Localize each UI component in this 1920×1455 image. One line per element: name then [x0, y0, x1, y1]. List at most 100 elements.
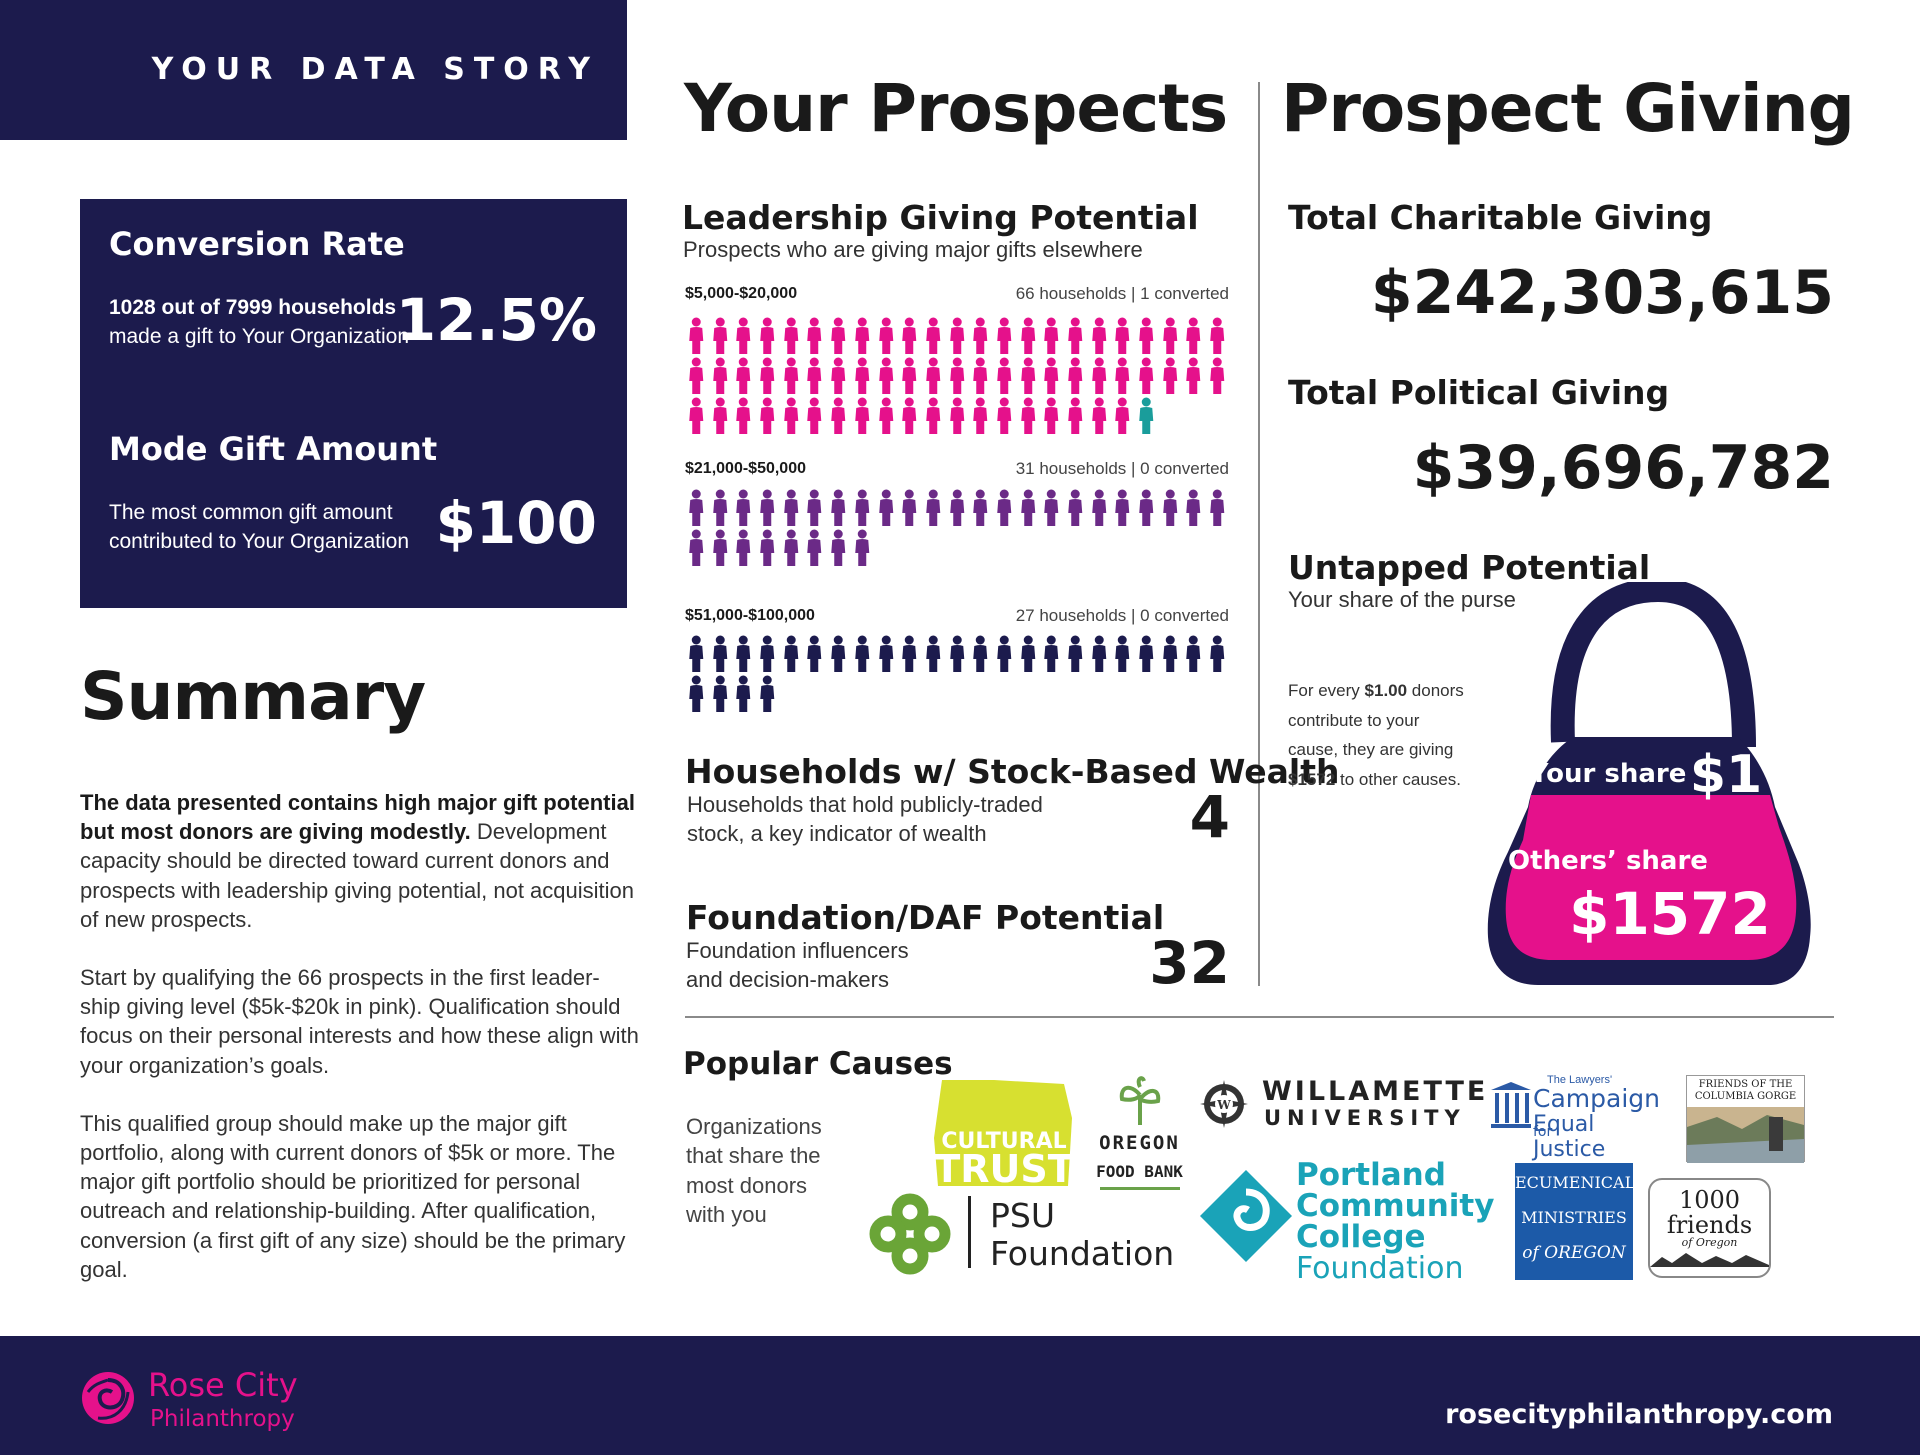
household-icon [1159, 317, 1182, 354]
household-icon [732, 675, 755, 712]
household-icon [1088, 489, 1111, 526]
household-icon [827, 529, 850, 566]
household-icon [1017, 635, 1040, 672]
household-icon [1064, 357, 1087, 394]
stock-value: 4 [1189, 783, 1230, 851]
your-share-label: Your share [1529, 759, 1687, 789]
your-share-value: $1 [1690, 745, 1762, 805]
charitable-title: Total Charitable Giving [1288, 198, 1713, 237]
columbia-line-1: FRIENDS OF THE [1698, 1079, 1793, 1090]
household-icon [1182, 357, 1205, 394]
ecumenical-ministries-logo: ECUMENICAL MINISTRIES of OREGON [1515, 1163, 1636, 1280]
conversion-sub: made a gift to Your Organization [109, 325, 410, 348]
household-icon [732, 357, 755, 394]
purse-handle [1550, 582, 1756, 748]
household-icon [756, 635, 779, 672]
household-icon [732, 397, 755, 434]
household-icon [756, 529, 779, 566]
leadership-title: Leadership Giving Potential [682, 198, 1199, 237]
household-icon [709, 397, 732, 434]
household-icon [946, 489, 969, 526]
household-icon [685, 397, 708, 434]
political-value: $39,696,782 [1412, 433, 1834, 503]
psu-foundation-logo: PSU Foundation [868, 1190, 1188, 1278]
foundation-title: Foundation/DAF Potential [686, 898, 1165, 937]
household-icon [732, 635, 755, 672]
household-icon [1111, 635, 1134, 672]
household-icon [756, 489, 779, 526]
oregon-shape-icon: CULTURAL TRUST [934, 1080, 1074, 1191]
household-icon [946, 635, 969, 672]
causes-title: Popular Causes [683, 1046, 953, 1082]
cultural-trust-line-1: CULTURAL [941, 1129, 1066, 1154]
household-icon [1182, 317, 1205, 354]
household-icon [993, 397, 1016, 434]
household-icon [780, 397, 803, 434]
household-icon [1040, 317, 1063, 354]
stock-sub-2: stock, a key indicator of wealth [687, 821, 987, 846]
header-band: YOUR DATA STORY [0, 0, 627, 140]
food-bank-line-2: FOOD BANK [1096, 1162, 1183, 1181]
household-icon [851, 635, 874, 672]
household-icon [756, 357, 779, 394]
household-icon [1111, 317, 1134, 354]
household-icon [1206, 489, 1229, 526]
summary-title: Summary [80, 658, 426, 735]
campaign-line-3: for [1533, 1124, 1553, 1140]
household-icon [969, 397, 992, 434]
note-bold-2: $1572 [1288, 769, 1336, 789]
brand-line-1: Rose City [148, 1366, 298, 1404]
giving-title: Prospect Giving [1281, 70, 1855, 147]
purse-graphic: Your share $1 Others’ share $1572 [1487, 582, 1811, 985]
household-icon [780, 489, 803, 526]
tier-1-people [685, 317, 1235, 437]
tier-2-range: $21,000-$50,000 [685, 460, 806, 477]
household-icon [780, 357, 803, 394]
conversion-sub-bold: 1028 out of 7999 households [109, 296, 397, 319]
note-bold-1: $1.00 [1364, 681, 1408, 700]
note-text-1: For every [1288, 681, 1365, 700]
others-share-value: $1572 [1569, 880, 1771, 948]
household-icon [827, 317, 850, 354]
note-text-5: to other causes. [1335, 769, 1461, 789]
untapped-note: For every $1.00 donors contribute to you… [1288, 676, 1488, 794]
vertical-divider [1258, 82, 1260, 986]
household-icon [709, 635, 732, 672]
household-icon [898, 357, 921, 394]
converted-household-icon [1135, 397, 1158, 434]
food-bank-line-1: OREGON [1099, 1132, 1180, 1154]
household-icon [685, 489, 708, 526]
summary-p1-text: Development capacity should be directed … [80, 819, 634, 932]
untapped-subtitle: Your share of the purse [1288, 587, 1516, 612]
tier-1-range: $5,000-$20,000 [685, 285, 798, 302]
household-icon [1206, 317, 1229, 354]
stats-box: Conversion Rate 1028 out of 7999 househo… [80, 199, 627, 608]
household-icon [875, 397, 898, 434]
mode-sub-2: contributed to Your Organization [109, 530, 410, 553]
household-icon [803, 635, 826, 672]
others-share-label: Others’ share [1508, 846, 1708, 876]
psu-divider [968, 1196, 971, 1268]
household-icon [993, 635, 1016, 672]
household-icon [898, 489, 921, 526]
household-icon [1017, 317, 1040, 354]
campaign-line-1: The Lawyers' [1547, 1074, 1613, 1086]
mode-title: Mode Gift Amount [109, 430, 438, 468]
household-icon [756, 675, 779, 712]
causes-sub-2: that share the [686, 1143, 821, 1169]
columbia-gorge-logo: FRIENDS OF THE COLUMBIA GORGE [1686, 1075, 1805, 1163]
summary-paragraph-2: Start by qualifying the 66 prospects in … [80, 965, 639, 1078]
causes-sub-4: with you [686, 1201, 767, 1227]
footer-url-link[interactable]: rosecityphilanthropy.com [1445, 1399, 1833, 1430]
conversion-value: 12.5% [395, 286, 597, 354]
household-icon [709, 489, 732, 526]
header-label: YOUR DATA STORY [151, 52, 599, 87]
note-text-2: donors [1407, 681, 1464, 700]
ecumenical-line-1: ECUMENICAL [1515, 1173, 1636, 1192]
household-icon [1064, 317, 1087, 354]
household-icon [922, 317, 945, 354]
thousand-line-3: of Oregon [1681, 1236, 1738, 1249]
household-icon [851, 529, 874, 566]
household-icon [1182, 635, 1205, 672]
household-icon [685, 635, 708, 672]
